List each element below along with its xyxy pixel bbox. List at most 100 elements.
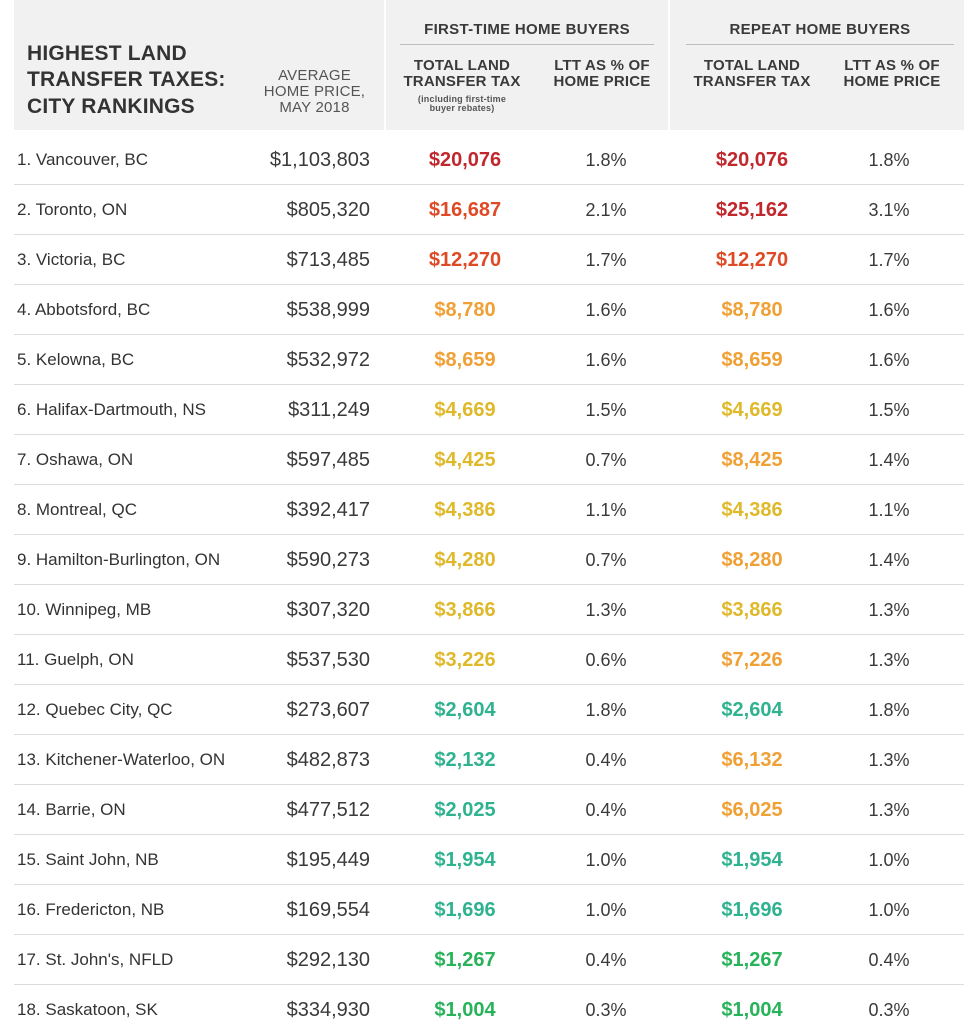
ft-rebate-note: (including first-time buyer rebates) (386, 94, 538, 114)
repeat-ltt-pct: 1.6% (868, 300, 910, 320)
avg-price-header-line: MAY 2018 (279, 98, 350, 116)
first-time-ltt-pct: 0.4% (585, 800, 627, 820)
repeat-ltt-pct: 0.4% (868, 950, 910, 970)
repeat-ltt-pct: 1.4% (868, 450, 910, 470)
first-time-group-underline (400, 44, 654, 45)
repeat-ltt-pct: 3.1% (868, 200, 910, 220)
first-time-total-tax: $20,076 (428, 149, 502, 171)
table-row: 5. Kelowna, BC $532,972 $8,659 1.6% $8,659 1.… (14, 335, 964, 385)
avg-home-price: $477,512 (286, 799, 370, 821)
rep-ltt-pct-header-line: HOME PRICE (843, 72, 941, 90)
city-name: 3. Victoria, BC (17, 250, 126, 269)
city-name: 17. St. John's, NFLD (17, 950, 174, 969)
table-row: 6. Halifax-Dartmouth, NS $311,249 $4,669 1.… (14, 385, 964, 435)
repeat-total-tax: $6,025 (721, 799, 783, 821)
first-time-ltt-pct: 1.6% (585, 300, 627, 320)
first-time-ltt-pct: 0.7% (585, 550, 627, 570)
first-time-total-tax: $1,267 (434, 949, 496, 971)
avg-home-price: $334,930 (286, 999, 370, 1021)
avg-home-price: $273,607 (286, 699, 370, 721)
repeat-total-tax: $25,162 (715, 199, 789, 221)
city-name: 8. Montreal, QC (17, 500, 137, 519)
avg-price-header-line: AVERAGE (278, 67, 351, 84)
table-row: 7. Oshawa, ON $597,485 $4,425 0.7% $8,425 1.4… (14, 435, 964, 485)
first-time-ltt-pct: 1.0% (585, 850, 627, 870)
table-row: 4. Abbotsford, BC $538,999 $8,780 1.6% $8,78… (14, 285, 964, 335)
ft-total-tax-header-line: TOTAL LAND (413, 57, 511, 74)
table-row: 14. Barrie, ON $477,512 $2,025 0.4% $6,025 1.… (14, 785, 964, 835)
city-name: 2. Toronto, ON (17, 200, 128, 219)
repeat-total-tax: $12,270 (715, 249, 789, 271)
rep-total-tax-header: TOTAL LAND TRANSFER TAX (678, 58, 826, 90)
repeat-total-tax: $1,004 (721, 999, 783, 1021)
table-title-line: CITY RANKINGS (27, 94, 195, 118)
first-time-ltt-pct: 0.4% (585, 750, 627, 770)
repeat-ltt-pct: 1.7% (868, 250, 910, 270)
repeat-ltt-pct: 1.8% (868, 150, 910, 170)
first-time-total-tax: $12,270 (428, 249, 502, 271)
first-time-total-tax: $16,687 (428, 199, 502, 221)
city-name: 4. Abbotsford, BC (17, 300, 151, 319)
first-time-ltt-pct: 1.5% (585, 400, 627, 420)
first-time-ltt-pct: 1.0% (585, 900, 627, 920)
city-name: 1. Vancouver, BC (17, 150, 149, 169)
first-time-ltt-pct: 0.7% (585, 450, 627, 470)
repeat-total-tax: $1,696 (721, 899, 783, 921)
repeat-ltt-pct: 1.1% (868, 500, 910, 520)
repeat-ltt-pct: 1.3% (868, 650, 910, 670)
repeat-total-tax: $7,226 (721, 649, 783, 671)
first-time-total-tax: $8,780 (434, 299, 496, 321)
city-name: 16. Fredericton, NB (17, 900, 165, 919)
first-time-total-tax: $4,669 (434, 399, 496, 421)
first-time-total-tax: $3,226 (434, 649, 496, 671)
avg-home-price: $532,972 (286, 349, 370, 371)
repeat-ltt-pct: 1.5% (868, 400, 910, 420)
avg-home-price: $590,273 (286, 549, 370, 571)
table-row: 18. Saskatoon, SK $334,930 $1,004 0.3% $1,00… (14, 985, 964, 1034)
table-row: 15. Saint John, NB $195,449 $1,954 1.0% $1,9… (14, 835, 964, 885)
avg-home-price: $292,130 (286, 949, 370, 971)
avg-home-price: $805,320 (286, 199, 370, 221)
table-title: HIGHEST LAND TRANSFER TAXES: CITY RANKIN… (27, 41, 267, 120)
first-time-ltt-pct: 1.7% (585, 250, 627, 270)
header-bg-first-time (386, 0, 668, 130)
city-name: 11. Guelph, ON (17, 650, 134, 669)
rep-total-tax-header-line: TRANSFER TAX (693, 72, 811, 90)
repeat-ltt-pct: 1.3% (868, 800, 910, 820)
first-time-ltt-pct: 0.4% (585, 950, 627, 970)
table-row: 8. Montreal, QC $392,417 $4,386 1.1% $4,386 1… (14, 485, 964, 535)
first-time-ltt-pct: 1.1% (585, 500, 627, 520)
ft-total-tax-header: TOTAL LAND TRANSFER TAX (including first… (386, 58, 538, 113)
repeat-ltt-pct: 1.3% (868, 600, 910, 620)
avg-home-price: $311,249 (288, 399, 370, 421)
repeat-ltt-pct: 1.6% (868, 350, 910, 370)
ft-rebate-note-line: buyer rebates) (429, 102, 495, 113)
first-time-total-tax: $2,025 (434, 799, 496, 821)
avg-home-price: $713,485 (286, 249, 370, 271)
avg-home-price: $195,449 (286, 849, 370, 871)
rep-ltt-pct-header-line: LTT AS % OF (844, 57, 940, 74)
first-time-ltt-pct: 1.8% (585, 700, 627, 720)
repeat-total-tax: $8,425 (721, 449, 783, 471)
avg-home-price: $597,485 (286, 449, 370, 471)
city-name: 12. Quebec City, QC (17, 700, 173, 719)
first-time-ltt-pct: 0.3% (585, 1000, 627, 1020)
table-title-line: HIGHEST LAND (27, 42, 187, 65)
first-time-total-tax: $1,954 (434, 849, 496, 871)
repeat-total-tax: $6,132 (721, 749, 783, 771)
table-row: 13. Kitchener-Waterloo, ON $482,873 $2,132… (14, 735, 964, 785)
repeat-ltt-pct: 1.8% (868, 700, 910, 720)
city-name: 18. Saskatoon, SK (17, 1000, 158, 1019)
repeat-total-tax: $3,866 (721, 599, 783, 621)
city-name: 13. Kitchener-Waterloo, ON (17, 750, 226, 769)
avg-price-header: AVERAGE HOME PRICE, MAY 2018 (252, 68, 377, 115)
header-bg-title (14, 0, 384, 130)
first-time-total-tax: $4,280 (434, 549, 496, 571)
repeat-ltt-pct: 1.4% (868, 550, 910, 570)
avg-home-price: $537,530 (286, 649, 370, 671)
avg-home-price: $392,417 (286, 499, 370, 521)
table-row: 9. Hamilton-Burlington, ON $590,273 $4,280… (14, 535, 964, 585)
repeat-total-tax: $8,659 (721, 349, 783, 371)
first-time-group-header: FIRST-TIME HOME BUYERS (424, 21, 630, 38)
city-name: 9. Hamilton-Burlington, ON (17, 550, 221, 569)
